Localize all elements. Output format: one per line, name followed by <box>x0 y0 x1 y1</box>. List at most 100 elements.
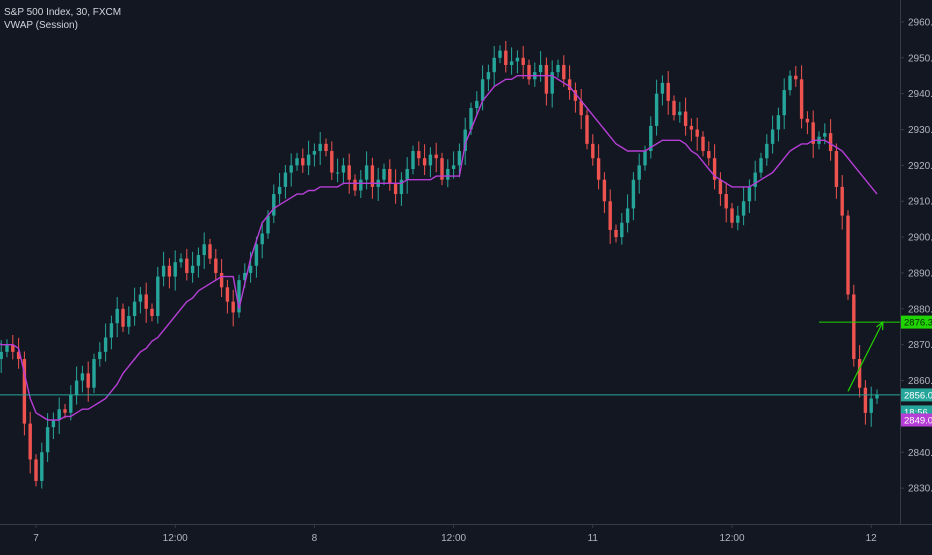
candle <box>602 172 607 214</box>
candle-body <box>457 151 462 166</box>
candle-body <box>103 337 108 352</box>
candle <box>179 253 183 268</box>
candle-body <box>707 151 711 159</box>
candle <box>434 142 438 173</box>
candle-body <box>98 351 102 360</box>
time-tick-label: 8 <box>312 533 318 544</box>
candle <box>834 143 839 199</box>
candle-body <box>805 118 810 123</box>
price-tick-label: 2960.0 <box>908 17 932 28</box>
candle <box>11 335 15 360</box>
candle-body <box>498 50 502 58</box>
candle <box>5 339 9 358</box>
candle-body <box>0 351 3 360</box>
candle <box>231 289 235 327</box>
candle-body <box>591 143 595 159</box>
vwap-price-tag-box <box>901 413 932 427</box>
candle <box>811 110 815 158</box>
candle-body <box>475 100 479 108</box>
candle-body <box>248 265 253 273</box>
target-price-tag-text: 2876.3 <box>904 318 932 329</box>
candle <box>649 116 653 159</box>
candle <box>115 296 119 338</box>
candle-body <box>109 323 114 338</box>
candle <box>486 64 491 92</box>
vwap-price-tag-text: 2849.0 <box>904 416 932 427</box>
candle-body <box>318 143 322 152</box>
candle <box>730 203 734 229</box>
candle <box>759 152 763 178</box>
candle-body <box>330 151 334 173</box>
candle-body <box>254 244 259 266</box>
candle-body <box>422 158 427 166</box>
candle <box>805 111 810 135</box>
candle <box>643 145 647 171</box>
candle <box>794 66 798 87</box>
candle-body <box>144 294 148 309</box>
candle-body <box>306 154 311 166</box>
candle-body <box>428 154 433 166</box>
price-tick-label: 2910.0 <box>908 197 932 208</box>
vwap-line <box>0 74 878 421</box>
indicator-label: VWAP (Session) <box>4 20 78 31</box>
candle <box>544 57 549 106</box>
candle-body <box>370 165 375 187</box>
candle-body <box>527 64 531 80</box>
candle <box>173 250 177 291</box>
candle <box>521 45 525 79</box>
candle-body <box>364 165 369 180</box>
candle-body <box>556 64 560 73</box>
candle-body <box>620 222 624 238</box>
candle <box>463 117 467 166</box>
price-tick-label: 2940.0 <box>908 89 932 100</box>
candle-body <box>544 64 549 94</box>
candle-body <box>359 179 363 191</box>
candle <box>567 65 572 100</box>
candle-body <box>57 409 61 420</box>
candle <box>556 59 560 78</box>
candle-body <box>596 158 601 180</box>
target-arrowhead <box>876 320 884 331</box>
candle <box>475 91 479 116</box>
candle-body <box>614 229 618 238</box>
candle-body <box>353 179 357 191</box>
candle <box>863 380 868 425</box>
candle <box>132 287 137 326</box>
price-tick-label: 2830.0 <box>908 484 932 495</box>
candle-body <box>573 90 578 101</box>
candle <box>121 303 125 333</box>
candle-body <box>463 129 467 152</box>
candle-body <box>179 258 183 263</box>
candle <box>440 152 444 186</box>
candle-body <box>405 168 409 180</box>
price-tick-label: 2840.0 <box>908 448 932 459</box>
candle <box>608 189 612 244</box>
candle-body <box>770 129 775 144</box>
candle-body <box>341 165 346 173</box>
candle-body <box>672 100 676 116</box>
candle-body <box>794 75 798 80</box>
candle-body <box>631 179 636 209</box>
candle <box>69 385 73 421</box>
candle-body <box>846 215 850 295</box>
candle-body <box>550 72 554 94</box>
candle-body <box>451 165 456 169</box>
candle-body <box>266 215 270 234</box>
candle-body <box>208 244 212 259</box>
candle <box>225 279 230 314</box>
candle-body <box>689 125 694 130</box>
candle-body <box>538 64 543 73</box>
candle <box>138 286 143 314</box>
candle <box>388 159 392 191</box>
candle-body <box>649 125 653 152</box>
candle-body <box>399 179 404 195</box>
candle <box>625 194 630 233</box>
candle <box>736 205 740 231</box>
target-arrow-line <box>847 321 884 392</box>
candle <box>707 141 711 166</box>
candle <box>852 284 856 367</box>
candle-body <box>132 301 137 316</box>
